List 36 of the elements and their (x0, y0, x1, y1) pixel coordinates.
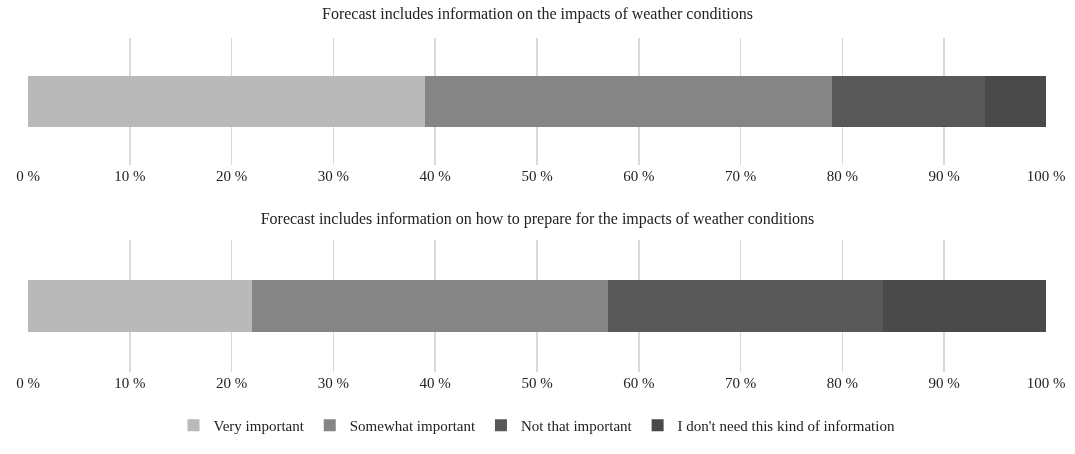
x-tick-label: 10 % (114, 375, 146, 391)
x-tick-label: 50 % (521, 168, 553, 184)
legend-label: Very important (213, 418, 305, 435)
chart-title: Forecast includes information on the impacts of weather conditions (322, 4, 753, 23)
x-tick-label: 30 % (317, 375, 350, 391)
x-tick-label: 70 % (724, 375, 757, 391)
x-tick-label: 60 % (623, 168, 655, 184)
x-tick-label: 70 % (724, 168, 757, 184)
x-tick-label: 100 % (1026, 168, 1066, 184)
chart-title: Forecast includes information on how to prepare for the impacts of weather conditions (260, 209, 815, 228)
x-tick-label: 50 % (521, 375, 553, 391)
bar (251, 279, 609, 333)
x-tick-label: 60 % (623, 375, 655, 391)
x-tick-label: 0 % (16, 375, 40, 391)
legend-label: Not that important (520, 418, 633, 435)
legend-label: I don't need this kind of information (677, 418, 895, 435)
x-tick-label: 30 % (317, 168, 350, 184)
x-tick-label: 10 % (114, 168, 146, 184)
x-tick-label: 80 % (826, 375, 859, 391)
x-tick-label: 0 % (16, 168, 40, 184)
legend-label: Somewhat important (349, 418, 476, 435)
bar (28, 279, 252, 333)
x-tick-label: 20 % (215, 168, 248, 184)
x-tick-label: 40 % (419, 375, 451, 391)
x-tick-label: 100 % (1026, 375, 1066, 391)
bar (28, 76, 426, 127)
x-tick-label: 80 % (826, 168, 859, 184)
bar (425, 76, 833, 127)
x-tick-label: 90 % (928, 375, 960, 391)
bar (883, 279, 1046, 333)
bar (608, 279, 884, 333)
x-tick-label: 20 % (215, 375, 248, 391)
bar (832, 76, 985, 127)
x-tick-label: 40 % (419, 168, 451, 184)
x-tick-label: 90 % (928, 168, 960, 184)
bar (984, 76, 1046, 127)
